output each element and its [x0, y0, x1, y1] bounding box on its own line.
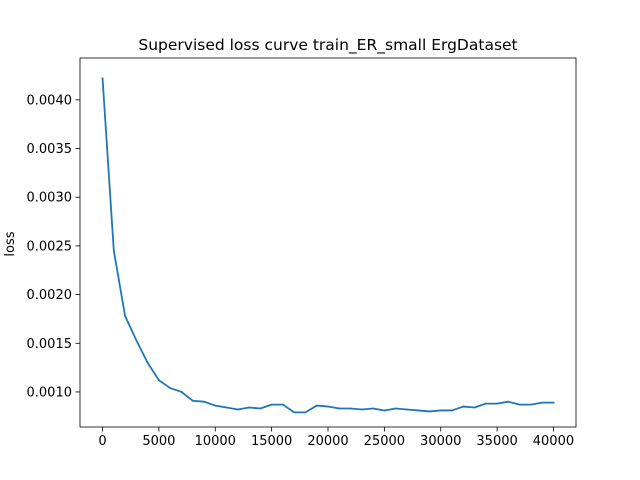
data-point: [372, 407, 374, 410]
data-point: [541, 401, 544, 404]
plot-area: 0 5000 10000 15000 20000 25000 30000 35000 40000…: [27, 57, 577, 449]
data-point: [169, 387, 172, 389]
data-point: [315, 404, 318, 407]
data-point: [383, 409, 386, 412]
x-tick-label: 5000: [142, 434, 175, 449]
data-point: [124, 315, 126, 317]
data-point: [451, 409, 453, 412]
data-point: [248, 406, 250, 409]
data-point: [225, 406, 228, 409]
data-point: [406, 408, 408, 411]
x-tick-label: 25000: [364, 434, 405, 449]
data-point: [203, 400, 205, 403]
x-tick-label: 30000: [420, 434, 461, 449]
data-point: [473, 406, 476, 409]
data-point: [530, 403, 532, 406]
data-point: [507, 400, 510, 403]
y-tick-label: 0.0020: [27, 288, 73, 303]
y-tick-label: 0.0035: [27, 142, 73, 157]
data-point: [112, 249, 115, 252]
data-point: [135, 339, 138, 342]
data-point: [552, 401, 555, 404]
x-tick-label: 0: [98, 434, 106, 449]
data-point: [191, 399, 194, 402]
x-tick-label: 20000: [307, 434, 348, 449]
axes-frame: [79, 57, 577, 428]
data-point: [484, 402, 487, 405]
data-point: [496, 402, 498, 405]
chart-title: Supervised loss curve train_ER_small Erg…: [138, 36, 517, 55]
data-point: [293, 411, 296, 414]
y-tick-label: 0.0015: [27, 337, 73, 352]
data-point: [394, 407, 397, 410]
data-point: [462, 405, 465, 408]
data-point: [338, 407, 341, 410]
data-point: [327, 405, 329, 408]
data-point: [146, 361, 149, 364]
y-axis-label: loss: [3, 231, 18, 256]
data-point: [158, 379, 160, 382]
data-point: [439, 409, 442, 412]
data-point: [214, 404, 217, 407]
y-tick-label: 0.0040: [27, 93, 73, 108]
data-point: [259, 407, 262, 410]
data-point: [180, 391, 183, 393]
x-tick-label: 10000: [195, 434, 236, 449]
data-point: [360, 408, 363, 411]
data-point: [270, 403, 273, 406]
data-point: [349, 407, 352, 410]
x-tick-label: 40000: [533, 434, 574, 449]
data-point: [417, 409, 420, 412]
data-point: [428, 410, 431, 413]
y-tick-label: 0.0010: [27, 385, 73, 400]
data-point: [518, 403, 521, 406]
data-point: [236, 408, 239, 411]
y-tick-label: 0.0025: [27, 239, 73, 254]
y-tick-label: 0.0030: [27, 191, 73, 206]
x-tick-label: 35000: [476, 434, 517, 449]
data-point: [101, 77, 104, 80]
x-tick-label: 15000: [251, 434, 292, 449]
data-point: [282, 403, 284, 406]
data-point: [304, 411, 307, 414]
